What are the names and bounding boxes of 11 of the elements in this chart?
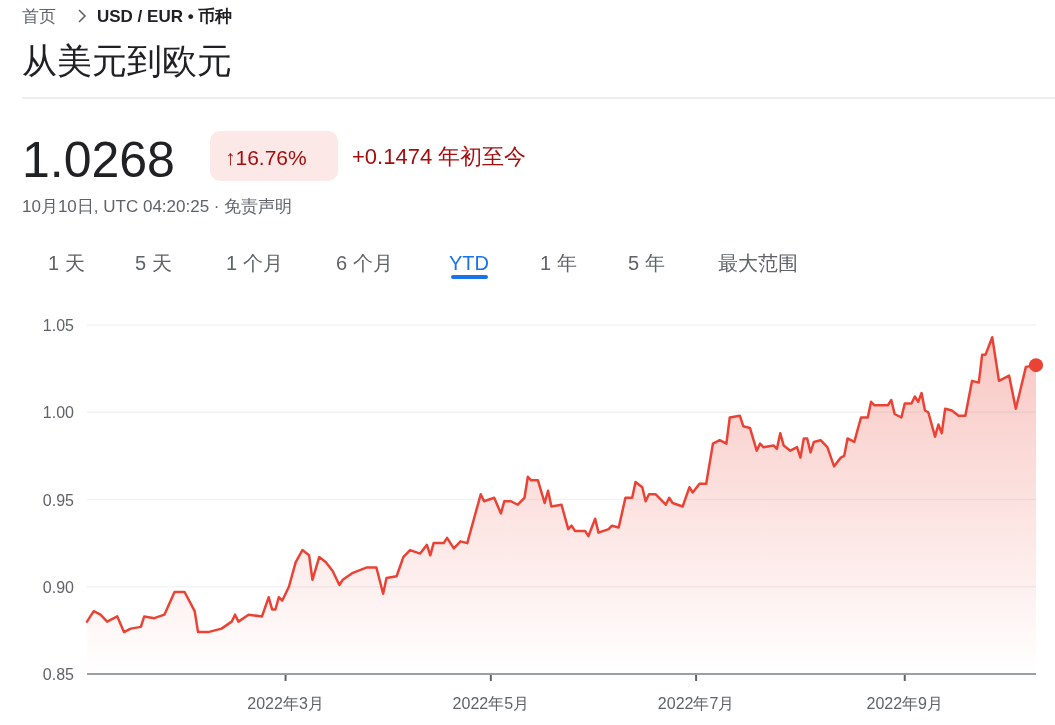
x-tick-label: 2022年5月 [452,695,530,712]
x-tick-label: 2022年9月 [866,695,944,712]
y-tick-label: 1.00 [42,404,75,422]
chart-title: 从美元到欧元 [22,41,232,80]
y-tick-label: 0.85 [42,666,75,683]
x-tick-label: 2022年3月 [247,695,324,712]
y-tick-label: 0.90 [42,578,75,596]
y-tick-label: 0.95 [42,491,75,509]
y-tick-label: 1.05 [42,317,75,334]
header: 首页 USD / EUR • 币种 从美元到欧元 1.0268 ↑16.76% +0.1474 年初至今 10月10日, UTC 04:20:25 · 免责声明 1 天 5 天 1 个月 6 个月 YTD 1 年 5 年 最大范围 [21,7,1055,279]
x-tick-label: 2022年7月 [657,695,735,712]
